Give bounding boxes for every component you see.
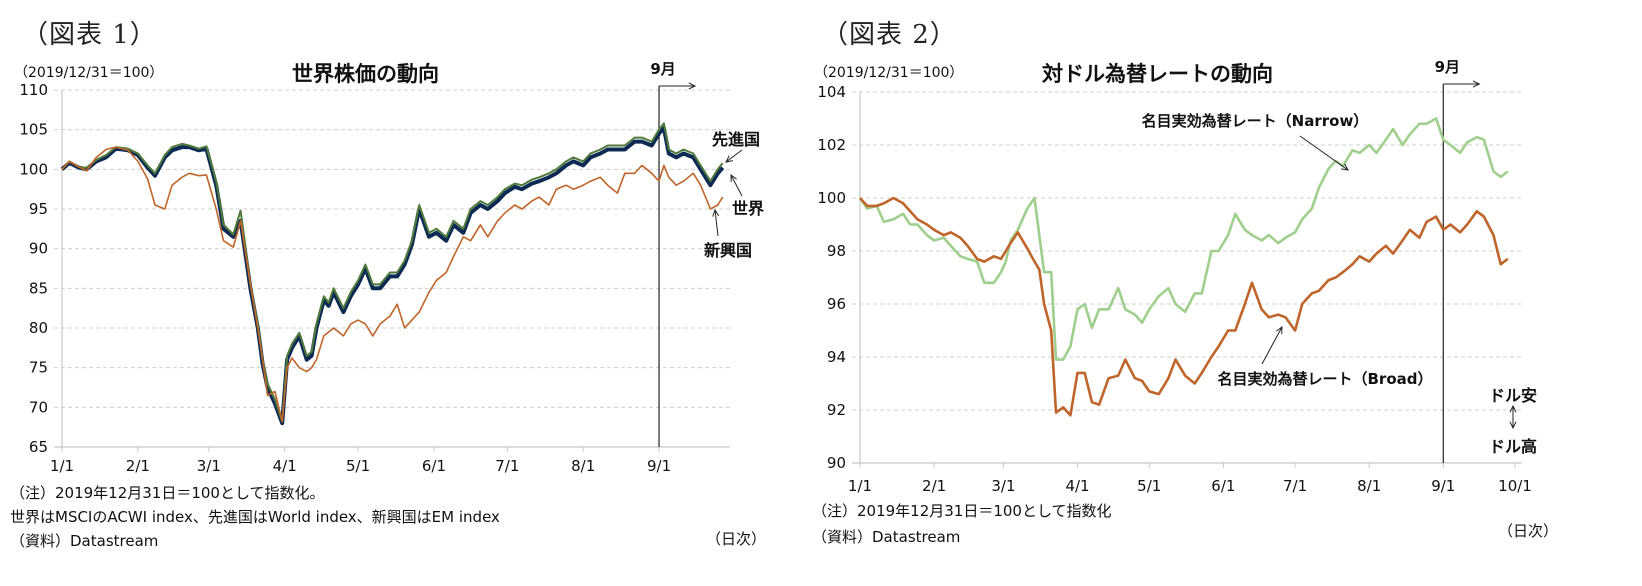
frequency-label: （日次） — [1498, 522, 1559, 540]
annotation-arrow-narrow — [1299, 135, 1349, 171]
annotation-emerging: 新興国 — [704, 241, 752, 260]
line-chart-world-stocks: 65 70 75 80 85 90 95 100 105 110 1/1 2/1 3/1 4/1 5/1 6/… — [19, 60, 764, 475]
annotation-arrow-emerging — [714, 209, 719, 237]
y-tick-label: 70 — [29, 398, 48, 416]
source-note: （資料）Datastream — [812, 528, 961, 546]
y-tick-label: 102 — [817, 136, 846, 154]
annotation-developed: 先進国 — [712, 130, 760, 149]
chart-title: 対ドル為替レートの動向 — [1042, 62, 1273, 86]
y-tick-label: 98 — [827, 242, 846, 260]
september-label: 9月 — [1435, 58, 1460, 76]
annotation-narrow: 名目実効為替レート（Narrow） — [1142, 112, 1369, 130]
x-tick-label: 1/1 — [848, 477, 872, 495]
x-tick-label: 5/1 — [1137, 477, 1161, 495]
y-axis-unit-label: （2019/12/31＝100） — [14, 65, 164, 81]
y-tick-label: 90 — [29, 240, 48, 258]
frequency-label: （日次） — [706, 530, 767, 548]
series-line — [61, 146, 724, 423]
chart-title: 世界株価の動向 — [292, 62, 439, 86]
x-tick-label: 2/1 — [126, 457, 150, 475]
x-tick-label: 4/1 — [1065, 477, 1089, 495]
x-tick-label: 6/1 — [1211, 477, 1235, 495]
annotation-arrow-developed — [725, 149, 743, 163]
x-tick-label: 8/1 — [571, 457, 595, 475]
annotation-world: 世界 — [732, 199, 764, 218]
arrowhead-icon — [712, 208, 720, 217]
y-tick-label: 65 — [29, 438, 48, 456]
arrowhead-icon — [1472, 80, 1481, 88]
arrowhead-icon — [1341, 163, 1349, 171]
y-tick-label: 105 — [19, 121, 48, 139]
y-tick-label: 92 — [827, 401, 846, 419]
annotation-broad: 名目実効為替レート（Broad） — [1218, 370, 1433, 388]
source-note: （資料）Datastream — [10, 532, 159, 550]
chart-panel-dollar-fx: （図表 2） （2019/12/31＝100） 対ドル為替レートの動向 90 92… — [800, 0, 1642, 586]
y-tick-label: 110 — [19, 81, 48, 99]
y-tick-label: 104 — [817, 83, 846, 101]
chart-panel-world-stocks: （図表 1） （2019/12/31＝100） 世界株価の動向 65 70 75 80… — [0, 0, 800, 586]
x-tick-label: 7/1 — [495, 457, 519, 475]
y-tick-label: 94 — [827, 348, 846, 366]
x-tick-label: 8/1 — [1357, 477, 1381, 495]
x-tick-label: 7/1 — [1283, 477, 1307, 495]
x-tick-label: 1/1 — [50, 457, 74, 475]
x-tick-label: 2/1 — [922, 477, 946, 495]
arrowhead-icon — [730, 173, 737, 183]
series-line — [858, 117, 1509, 361]
x-tick-label: 4/1 — [273, 457, 297, 475]
x-tick-label: 3/1 — [991, 477, 1015, 495]
x-tick-label: 3/1 — [197, 457, 221, 475]
arrowhead-icon — [688, 82, 697, 90]
annotation-dollar-weak: ドル安 — [1489, 386, 1537, 405]
line-chart-dollar-fx: 90 92 94 96 98 100 102 104 1/1 2/1 3/1 4/1 5/1 6/1 7/1… — [817, 58, 1537, 495]
y-tick-label: 95 — [29, 200, 48, 218]
annotation-arrow-world — [730, 174, 743, 197]
y-tick-label: 96 — [827, 295, 846, 313]
figure-label: （図表 1） — [22, 20, 157, 50]
figure-label: （図表 2） — [822, 20, 957, 50]
note-line-1: （注）2019年12月31日＝100として指数化 — [812, 502, 1112, 520]
series-line — [61, 122, 724, 423]
annotation-dollar-strong: ドル高 — [1489, 437, 1537, 456]
series-line — [60, 126, 725, 426]
y-tick-label: 100 — [817, 189, 846, 207]
arrowhead-icon — [1509, 421, 1517, 430]
arrowhead-icon — [1276, 325, 1283, 335]
x-tick-label: 6/1 — [422, 457, 446, 475]
y-tick-label: 90 — [827, 454, 846, 472]
note-line-1: （注）2019年12月31日＝100として指数化。 — [10, 484, 325, 502]
y-tick-label: 100 — [19, 160, 48, 178]
arrowhead-icon — [725, 155, 733, 163]
y-tick-label: 75 — [29, 359, 48, 377]
annotation-arrow-broad — [1261, 326, 1283, 365]
y-axis-unit-label: （2019/12/31＝100） — [814, 65, 964, 81]
series-line — [859, 196, 1509, 417]
y-tick-label: 85 — [29, 279, 48, 297]
x-tick-label: 9/1 — [647, 457, 671, 475]
arrowhead-icon — [1509, 404, 1517, 413]
note-line-2: 世界はMSCIのACWI index、先進国はWorld index、新興国はE… — [10, 508, 500, 526]
september-label: 9月 — [650, 60, 675, 78]
x-tick-label: 10/1 — [1498, 477, 1532, 495]
y-tick-label: 80 — [29, 319, 48, 337]
x-tick-label: 5/1 — [346, 457, 370, 475]
x-tick-label: 9/1 — [1431, 477, 1455, 495]
